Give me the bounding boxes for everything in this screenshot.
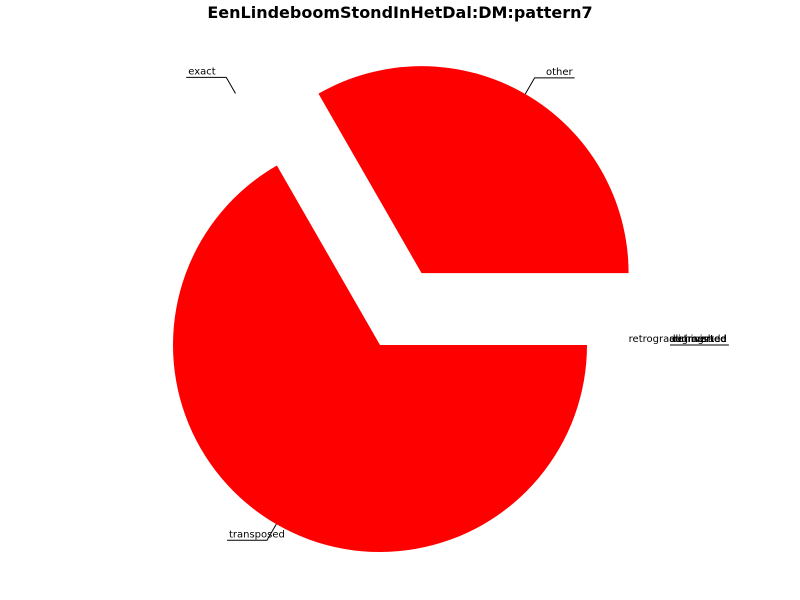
leader-line-other	[524, 77, 575, 95]
pie-labels: other exact transposed invertedretrogradere…	[186, 66, 729, 541]
leader-line-exact	[186, 76, 236, 94]
slice-label-transposed: transposed	[229, 529, 285, 540]
pie-slice-transposed	[172, 165, 587, 552]
pie-slices	[172, 66, 629, 552]
slice-label-retrograde: retrograde	[674, 334, 727, 345]
chart-title: EenLindeboomStondInHetDal:DM:pattern7	[207, 3, 592, 22]
slice-label-inverted: inverted	[685, 334, 727, 345]
leader-line-transposed	[226, 523, 277, 541]
slice-label-other: other	[546, 67, 574, 78]
slice-label-augmented: augmented	[669, 334, 726, 345]
slice-label-diminished: diminished	[672, 334, 727, 345]
slice-label-retrograde-inverted: retrograde inverted	[629, 334, 727, 345]
slice-label-exact: exact	[188, 66, 216, 77]
pie-slice-other	[318, 66, 629, 274]
